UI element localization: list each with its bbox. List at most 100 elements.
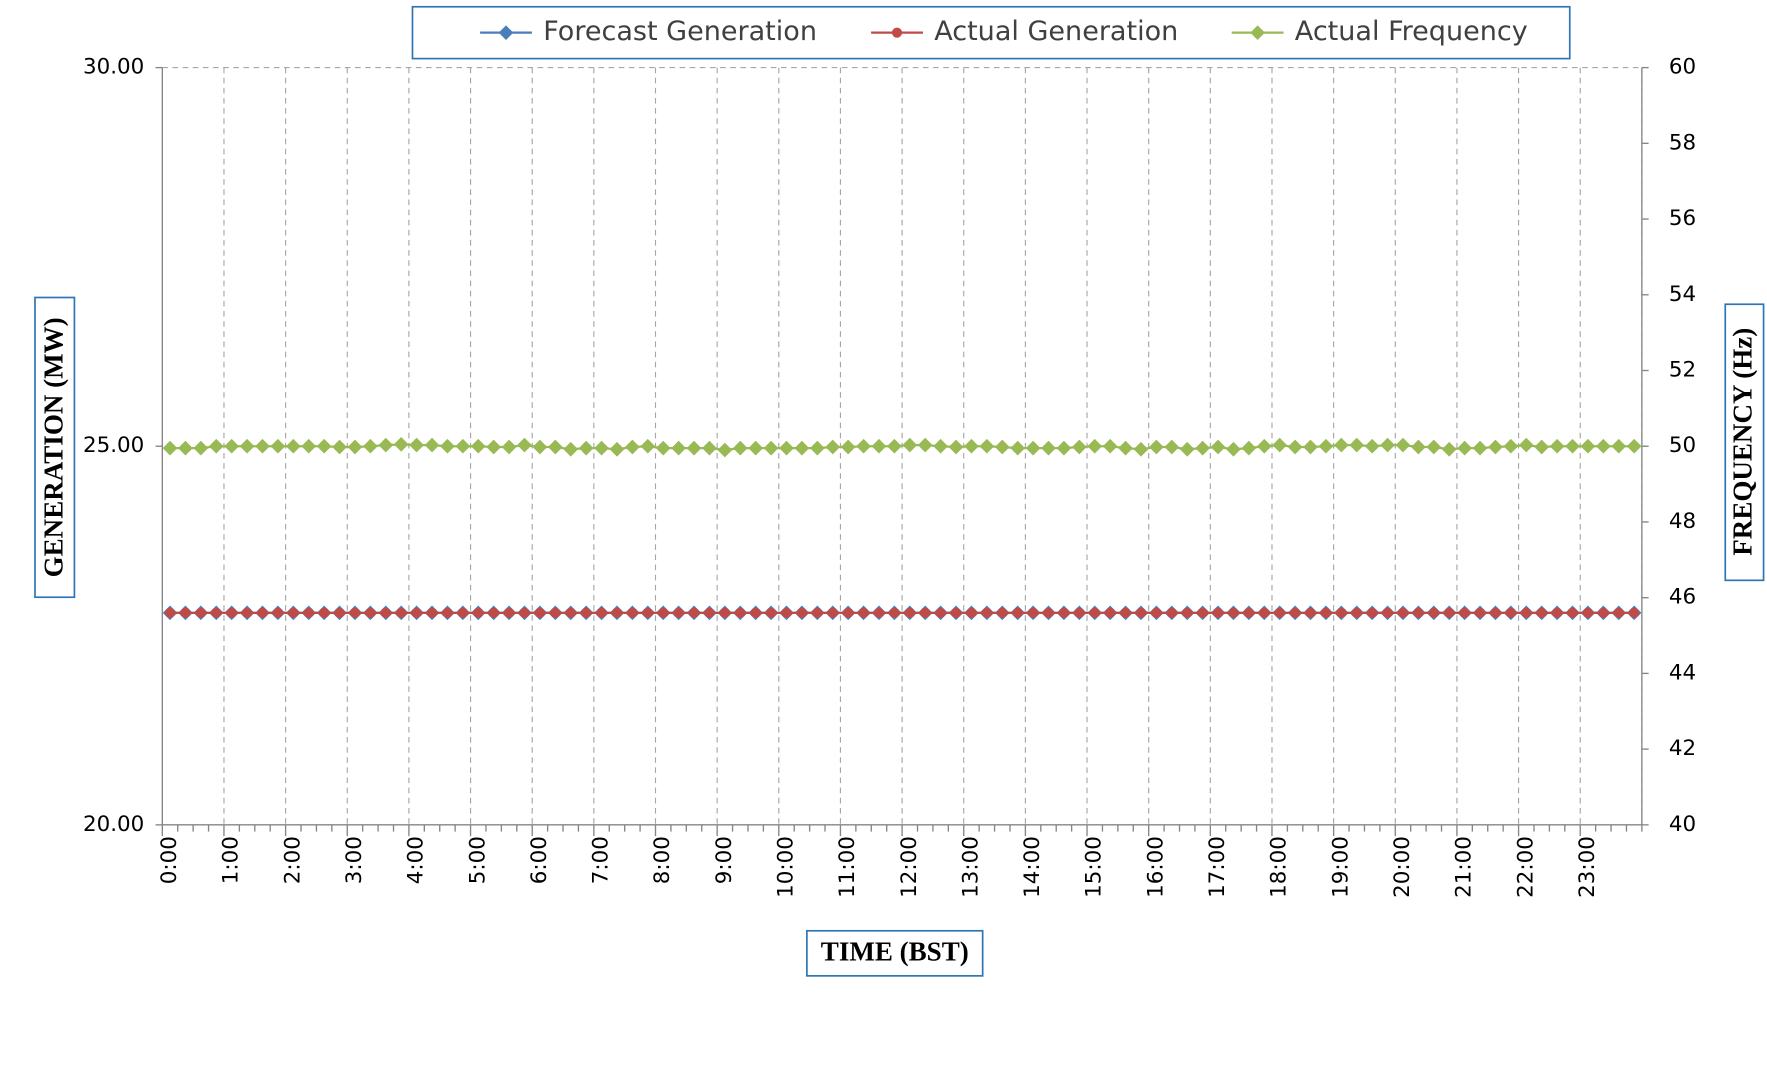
point bbox=[440, 438, 455, 454]
point bbox=[891, 27, 903, 38]
y2-title-box bbox=[1724, 303, 1765, 582]
point bbox=[625, 439, 640, 455]
point bbox=[486, 439, 501, 455]
point bbox=[1613, 607, 1624, 618]
point bbox=[1043, 607, 1054, 618]
point bbox=[748, 440, 764, 456]
point bbox=[735, 607, 746, 618]
point bbox=[1474, 607, 1486, 618]
point bbox=[1490, 607, 1501, 618]
y-axis-title: GENERATION (MW) bbox=[39, 317, 69, 577]
point bbox=[794, 440, 810, 456]
x-tick-label: 7:00 bbox=[589, 836, 614, 884]
point bbox=[1534, 439, 1550, 455]
point bbox=[578, 440, 594, 456]
point bbox=[1320, 607, 1331, 618]
point bbox=[1444, 607, 1455, 618]
point bbox=[966, 607, 977, 618]
point bbox=[889, 607, 900, 618]
point bbox=[1413, 607, 1424, 618]
x-tick-label: 11:00 bbox=[835, 836, 860, 898]
point bbox=[1428, 607, 1439, 618]
y2-tick-label: 56 bbox=[1669, 206, 1696, 231]
x-tick-label: 12:00 bbox=[897, 836, 922, 898]
point bbox=[534, 607, 545, 618]
point bbox=[1133, 441, 1149, 457]
point bbox=[642, 607, 653, 618]
y2-tick-label: 58 bbox=[1669, 130, 1696, 155]
point bbox=[1118, 440, 1133, 456]
point bbox=[193, 440, 209, 456]
point bbox=[1305, 607, 1316, 618]
point bbox=[1505, 607, 1516, 618]
point bbox=[547, 439, 563, 455]
point bbox=[349, 607, 361, 618]
point bbox=[255, 438, 270, 454]
point bbox=[1072, 439, 1087, 455]
x-tick-label: 20:00 bbox=[1390, 836, 1415, 898]
point bbox=[301, 438, 317, 454]
point bbox=[1336, 607, 1347, 618]
y2-tick-label: 60 bbox=[1669, 55, 1696, 80]
point bbox=[581, 607, 592, 618]
x-axis-title: TIME (BST) bbox=[821, 937, 969, 967]
point bbox=[611, 607, 623, 618]
point bbox=[1135, 607, 1147, 618]
x-tick-label: 19:00 bbox=[1328, 836, 1353, 898]
point bbox=[686, 440, 702, 456]
point bbox=[1025, 440, 1041, 456]
x-tick-label: 0:00 bbox=[157, 836, 182, 884]
point bbox=[1580, 438, 1596, 454]
point bbox=[424, 437, 440, 453]
point bbox=[1549, 438, 1565, 454]
point bbox=[964, 438, 979, 454]
y2-tick-label: 48 bbox=[1669, 509, 1696, 534]
point bbox=[627, 607, 638, 618]
x-tick-label: 18:00 bbox=[1267, 836, 1292, 898]
point bbox=[779, 440, 794, 456]
point bbox=[719, 607, 730, 618]
point bbox=[1028, 607, 1039, 618]
point bbox=[981, 607, 992, 618]
point bbox=[1166, 607, 1177, 618]
x-tick-label: 23:00 bbox=[1575, 836, 1600, 898]
point bbox=[717, 442, 733, 458]
point bbox=[858, 607, 869, 618]
point bbox=[1521, 607, 1532, 618]
point bbox=[1472, 440, 1488, 456]
point bbox=[825, 439, 841, 455]
point bbox=[979, 438, 995, 454]
point bbox=[285, 438, 301, 454]
point bbox=[363, 438, 378, 454]
point bbox=[1351, 607, 1362, 618]
point bbox=[1567, 607, 1578, 618]
point bbox=[948, 439, 964, 455]
point bbox=[997, 607, 1008, 618]
x-title-box bbox=[806, 929, 984, 977]
point bbox=[1303, 439, 1318, 455]
point bbox=[226, 607, 237, 618]
y2-axis-title: FREQUENCY (Hz) bbox=[1728, 328, 1758, 556]
point bbox=[840, 439, 856, 455]
point bbox=[393, 437, 409, 452]
point bbox=[272, 607, 283, 618]
point bbox=[501, 439, 517, 455]
point bbox=[812, 607, 823, 618]
point bbox=[195, 607, 206, 618]
point bbox=[810, 440, 825, 456]
legend-box bbox=[411, 5, 1571, 60]
legend-label: Forecast Generation bbox=[543, 16, 817, 47]
point bbox=[1120, 607, 1131, 618]
point bbox=[1441, 441, 1457, 457]
point bbox=[950, 607, 962, 618]
point bbox=[917, 437, 933, 453]
x-tick-label: 6:00 bbox=[527, 836, 552, 884]
point bbox=[871, 438, 887, 454]
point bbox=[766, 607, 777, 618]
point bbox=[902, 437, 918, 453]
point bbox=[455, 438, 471, 454]
point bbox=[1102, 438, 1118, 454]
point bbox=[1382, 607, 1393, 618]
point bbox=[935, 607, 946, 618]
point bbox=[596, 607, 607, 618]
